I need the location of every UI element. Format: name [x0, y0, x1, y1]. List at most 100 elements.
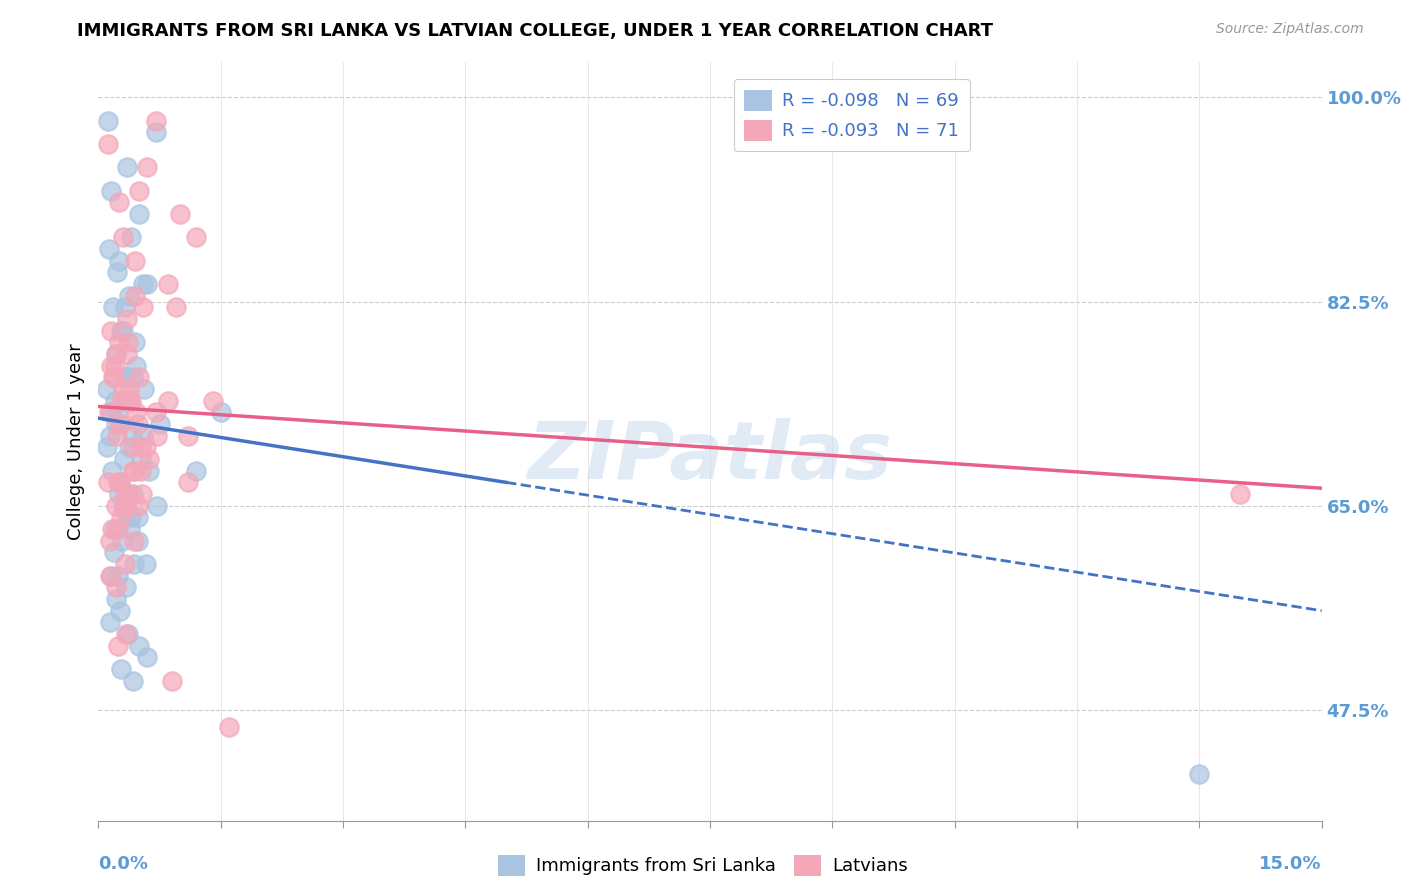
- Point: [165, 301, 187, 315]
- Point: [108, 253, 131, 268]
- Point: [115, 312, 138, 326]
- Text: 0.0%: 0.0%: [98, 855, 149, 873]
- Point: [108, 417, 131, 431]
- Point: [160, 673, 183, 688]
- Point: [108, 487, 131, 501]
- Point: [169, 207, 191, 221]
- Point: [114, 370, 136, 384]
- Point: [118, 289, 141, 303]
- Point: [98, 568, 121, 582]
- Point: [100, 184, 122, 198]
- Point: [124, 533, 146, 548]
- Point: [105, 347, 128, 361]
- Point: [98, 615, 121, 630]
- Point: [120, 522, 142, 536]
- Point: [124, 289, 146, 303]
- Point: [98, 242, 121, 256]
- Point: [98, 405, 121, 419]
- Point: [121, 370, 143, 384]
- Point: [145, 125, 167, 139]
- Point: [128, 370, 150, 384]
- Point: [115, 627, 138, 641]
- Text: ZIPatlas: ZIPatlas: [527, 417, 893, 496]
- Point: [125, 359, 148, 373]
- Point: [111, 533, 134, 548]
- Point: [117, 335, 139, 350]
- Legend: Immigrants from Sri Lanka, Latvians: Immigrants from Sri Lanka, Latvians: [491, 847, 915, 883]
- Point: [132, 428, 155, 442]
- Point: [1188, 767, 1211, 781]
- Text: IMMIGRANTS FROM SRI LANKA VS LATVIAN COLLEGE, UNDER 1 YEAR CORRELATION CHART: IMMIGRANTS FROM SRI LANKA VS LATVIAN COL…: [77, 22, 993, 40]
- Point: [121, 673, 143, 688]
- Point: [135, 557, 157, 571]
- Point: [156, 393, 179, 408]
- Point: [145, 405, 167, 419]
- Point: [125, 405, 148, 419]
- Point: [115, 499, 138, 513]
- Point: [209, 405, 232, 419]
- Point: [138, 464, 160, 478]
- Point: [110, 475, 132, 490]
- Point: [101, 301, 124, 315]
- Point: [120, 230, 142, 244]
- Point: [177, 428, 200, 442]
- Point: [124, 464, 146, 478]
- Y-axis label: College, Under 1 year: College, Under 1 year: [66, 343, 84, 540]
- Point: [177, 475, 200, 490]
- Point: [105, 499, 128, 513]
- Point: [96, 382, 118, 396]
- Point: [100, 405, 122, 419]
- Point: [120, 393, 142, 408]
- Point: [96, 441, 118, 455]
- Point: [112, 452, 135, 467]
- Point: [110, 324, 132, 338]
- Point: [104, 393, 127, 408]
- Point: [127, 533, 149, 548]
- Point: [104, 522, 127, 536]
- Point: [145, 113, 167, 128]
- Point: [127, 499, 149, 513]
- Point: [101, 370, 124, 384]
- Point: [120, 510, 142, 524]
- Point: [218, 720, 240, 734]
- Point: [103, 545, 125, 559]
- Point: [136, 161, 159, 175]
- Text: 15.0%: 15.0%: [1260, 855, 1322, 873]
- Point: [98, 533, 121, 548]
- Point: [128, 639, 150, 653]
- Point: [107, 475, 129, 490]
- Point: [101, 464, 124, 478]
- Point: [108, 195, 131, 210]
- Point: [110, 475, 132, 490]
- Point: [115, 161, 138, 175]
- Point: [110, 662, 132, 676]
- Point: [118, 382, 141, 396]
- Point: [131, 487, 153, 501]
- Point: [146, 428, 169, 442]
- Point: [105, 592, 128, 607]
- Legend: R = -0.098   N = 69, R = -0.093   N = 71: R = -0.098 N = 69, R = -0.093 N = 71: [734, 79, 970, 152]
- Point: [105, 265, 128, 279]
- Point: [110, 510, 132, 524]
- Point: [132, 301, 155, 315]
- Point: [108, 604, 131, 618]
- Point: [121, 464, 143, 478]
- Point: [114, 393, 136, 408]
- Point: [115, 580, 138, 594]
- Point: [121, 428, 143, 442]
- Point: [124, 253, 146, 268]
- Point: [108, 335, 131, 350]
- Point: [132, 277, 155, 291]
- Point: [114, 557, 136, 571]
- Point: [107, 405, 129, 419]
- Point: [115, 370, 138, 384]
- Point: [104, 417, 127, 431]
- Point: [146, 499, 169, 513]
- Point: [100, 359, 122, 373]
- Point: [107, 522, 129, 536]
- Point: [115, 510, 138, 524]
- Point: [129, 441, 152, 455]
- Point: [103, 370, 125, 384]
- Point: [135, 441, 157, 455]
- Point: [114, 301, 136, 315]
